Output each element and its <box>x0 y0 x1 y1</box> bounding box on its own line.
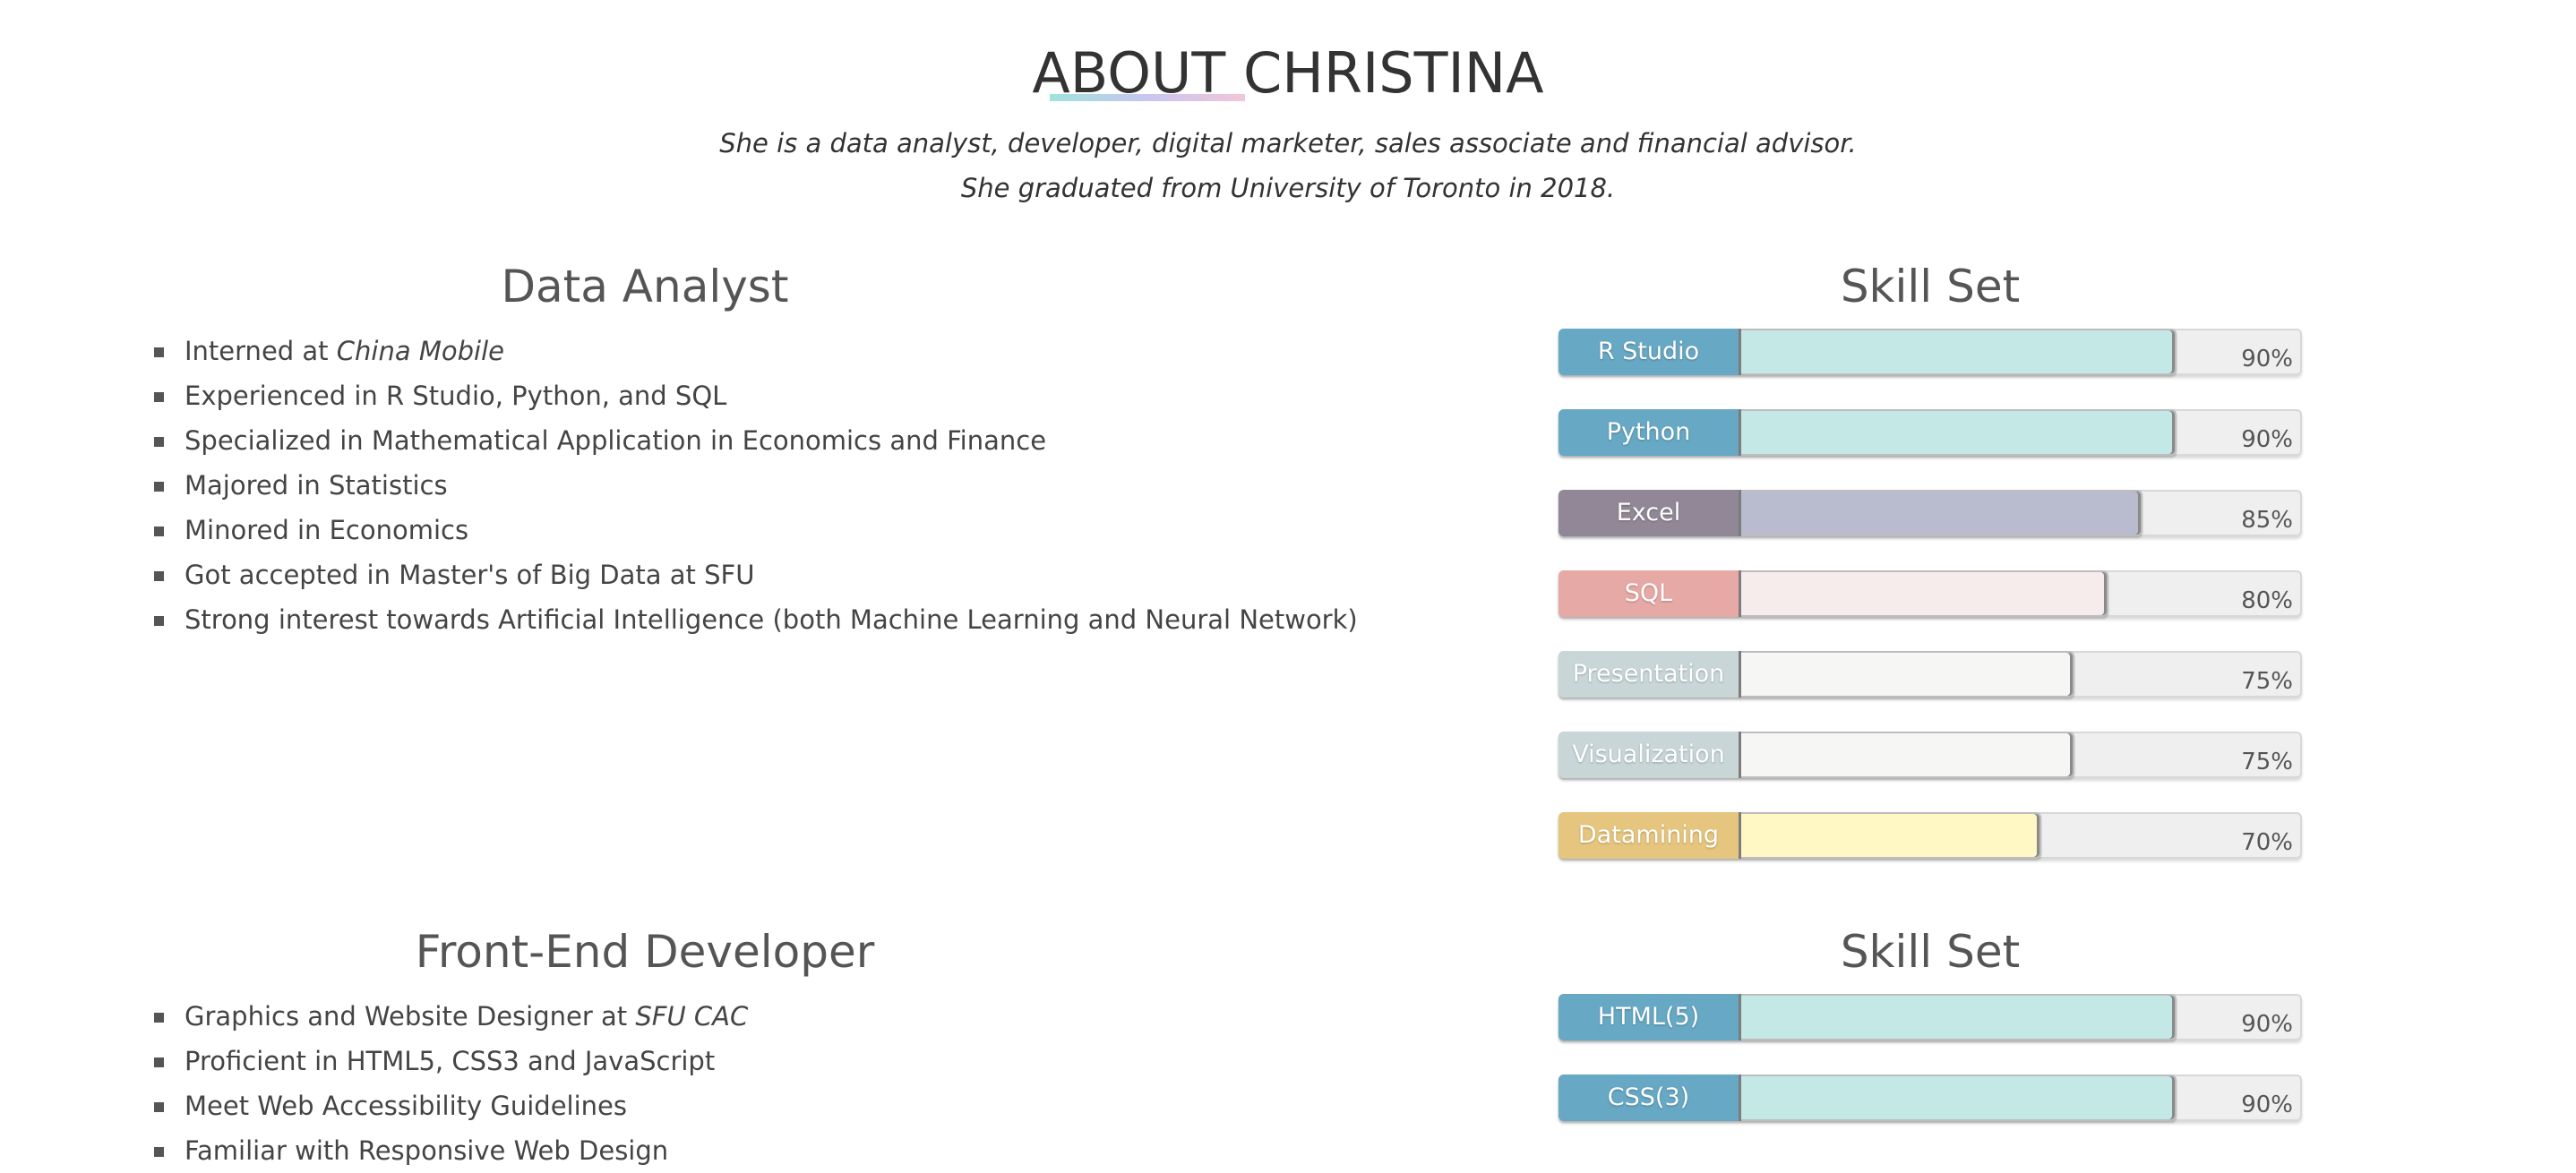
skill-bar: HTML(5) 90% <box>1558 994 2302 1040</box>
skill-bar: Presentation 75% <box>1558 651 2302 698</box>
list-item-text: Graphics and Website Designer at <box>185 1001 636 1032</box>
intro-line-1: She is a data analyst, developer, digita… <box>719 128 1857 158</box>
list-item-text: Got accepted in Master's of Big Data at … <box>185 560 755 590</box>
section-heading-data-analyst: Data Analyst <box>501 261 789 313</box>
skill-label: HTML(5) <box>1558 994 1741 1040</box>
skill-bar: SQL 80% <box>1558 570 2302 617</box>
list-item-text: Specialized in Mathematical Application … <box>185 425 1047 456</box>
skill-label: Visualization <box>1558 732 1741 778</box>
skill-bar: Excel 85% <box>1558 490 2302 536</box>
skill-label: Presentation <box>1558 651 1741 698</box>
page-title: ABOUT CHRISTINA <box>1032 40 1544 106</box>
list-item: Specialized in Mathematical Application … <box>154 418 1358 463</box>
list-item: Familiar with Responsive Web Design <box>154 1128 748 1173</box>
list-item: Experienced in R Studio, Python, and SQL <box>154 373 1358 418</box>
list-item-text: Strong interest towards Artificial Intel… <box>185 604 1358 635</box>
skill-label: Datamining <box>1558 812 1741 859</box>
skill-bar: Datamining 70% <box>1558 812 2302 859</box>
skill-percent: 85% <box>2241 507 2293 534</box>
list-item-text: Meet Web Accessibility Guidelines <box>185 1091 628 1121</box>
skill-bar: Visualization 75% <box>1558 732 2302 778</box>
skill-bar: R Studio 90% <box>1558 329 2302 375</box>
front-end-list: Graphics and Website Designer at SFU CAC… <box>154 994 748 1173</box>
skill-set-heading-front-end: Skill Set <box>1840 926 2021 978</box>
list-item-text: Proficient in HTML5, CSS3 and JavaScript <box>185 1046 716 1076</box>
skill-percent: 75% <box>2241 668 2293 695</box>
skill-label: Excel <box>1558 490 1741 536</box>
list-item-text: Minored in Economics <box>185 515 469 545</box>
skill-percent: 80% <box>2241 587 2293 614</box>
list-item: Proficient in HTML5, CSS3 and JavaScript <box>154 1039 748 1083</box>
list-item: Interned at China Mobile <box>154 329 1358 373</box>
skill-percent: 90% <box>2241 426 2293 453</box>
skill-set-heading-data-analyst: Skill Set <box>1840 261 2021 313</box>
skill-percent: 75% <box>2241 749 2293 775</box>
skill-label: SQL <box>1558 570 1741 617</box>
title-underline <box>1050 94 1245 101</box>
skill-percent: 70% <box>2241 829 2293 856</box>
list-item-text: Interned at <box>185 336 337 366</box>
skill-label: R Studio <box>1558 329 1741 375</box>
list-item-text: Familiar with Responsive Web Design <box>185 1135 669 1166</box>
list-item-text: Majored in Statistics <box>185 470 448 501</box>
skill-percent: 90% <box>2241 1092 2293 1118</box>
intro-line-2: She graduated from University of Toronto… <box>960 173 1616 203</box>
list-item: Strong interest towards Artificial Intel… <box>154 597 1358 642</box>
skill-label: Python <box>1558 409 1741 456</box>
skill-percent: 90% <box>2241 346 2293 372</box>
list-item: Got accepted in Master's of Big Data at … <box>154 552 1358 597</box>
skill-label: CSS(3) <box>1558 1075 1741 1121</box>
list-item-emphasis: China Mobile <box>336 336 504 366</box>
list-item: Majored in Statistics <box>154 463 1358 508</box>
list-item: Meet Web Accessibility Guidelines <box>154 1083 748 1128</box>
list-item: Minored in Economics <box>154 508 1358 552</box>
section-heading-front-end: Front-End Developer <box>415 926 875 978</box>
skill-percent: 90% <box>2241 1011 2293 1038</box>
data-analyst-list: Interned at China Mobile Experienced in R… <box>154 329 1358 642</box>
list-item-emphasis: SFU CAC <box>635 1001 749 1032</box>
list-item: Graphics and Website Designer at SFU CAC <box>154 994 748 1039</box>
skill-bar: Python 90% <box>1558 409 2302 456</box>
skill-bar: CSS(3) 90% <box>1558 1075 2302 1121</box>
list-item-text: Experienced in R Studio, Python, and SQL <box>185 381 727 411</box>
